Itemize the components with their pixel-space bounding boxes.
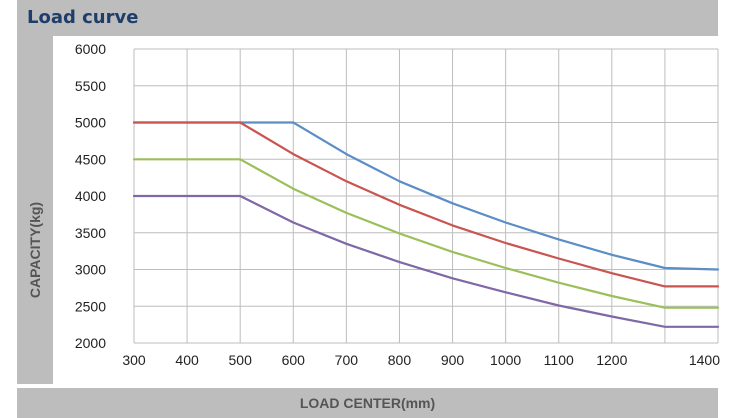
x-tick-label: 300 [122, 352, 146, 368]
x-tick-label: 700 [335, 352, 359, 368]
x-tick-label: 600 [282, 352, 306, 368]
title-bar: Load curve [17, 0, 718, 36]
x-axis-label-bar: LOAD CENTER(mm) [17, 388, 718, 418]
x-tick-label: 1100 [544, 352, 574, 368]
series-line-3 [132, 158, 720, 309]
y-tick-label: 5000 [75, 115, 106, 131]
y-tick-label: 6000 [75, 41, 106, 57]
y-tick-label: 2500 [75, 298, 106, 314]
y-tick-label: 4000 [75, 188, 106, 204]
x-tick-label: 900 [441, 352, 465, 368]
x-axis-label: LOAD CENTER(mm) [299, 395, 436, 411]
y-tick-label: 2000 [75, 335, 106, 351]
x-tick-label: 1000 [490, 352, 521, 368]
x-tick-label: 400 [175, 352, 199, 368]
series-line-4 [132, 194, 720, 328]
x-tick-label: 800 [388, 352, 412, 368]
series-line-2 [132, 121, 720, 288]
x-tick-label: 1200 [596, 352, 627, 368]
y-axis-label-bar: CAPACITY(kg) [17, 36, 53, 384]
y-tick-label: 4500 [75, 151, 106, 167]
y-tick-label: 3000 [75, 262, 106, 278]
y-tick-label: 3500 [75, 225, 106, 241]
y-tick-label: 5500 [75, 78, 106, 94]
x-tick-label: 1400 [689, 352, 720, 368]
series-line-1 [132, 121, 720, 271]
x-tick-label: 500 [229, 352, 253, 368]
chart-title: Load curve [27, 7, 139, 28]
